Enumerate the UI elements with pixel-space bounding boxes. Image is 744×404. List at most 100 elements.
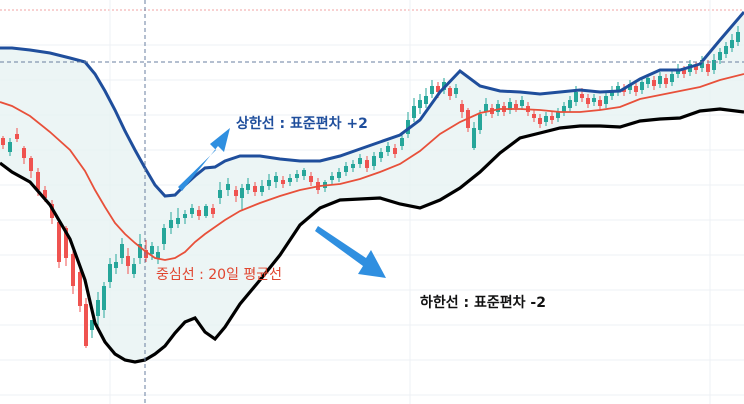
candle-body (604, 96, 608, 104)
candle-body (78, 272, 82, 306)
candle-body (418, 100, 422, 108)
candle-body (84, 304, 88, 346)
candle-body (682, 70, 686, 74)
candle-body (309, 176, 313, 182)
candle-body (344, 166, 348, 172)
candle-body (190, 208, 194, 214)
candle-body (71, 254, 75, 286)
candle-body (150, 246, 154, 254)
candle-body (114, 262, 118, 268)
candle-body (700, 60, 704, 68)
candle-body (496, 104, 500, 112)
candle-body (253, 186, 257, 192)
candle-body (393, 148, 397, 154)
arrow-to-upper-band (178, 128, 230, 191)
candle-body (478, 114, 482, 130)
candle-body (550, 116, 554, 120)
candle-body (634, 86, 638, 92)
candle-body (658, 76, 662, 84)
middle-band-line (0, 73, 744, 261)
candle-body (90, 320, 94, 330)
candle-body (132, 264, 136, 274)
candle-body (706, 64, 710, 72)
candle-body (22, 148, 26, 158)
candle-body (472, 128, 476, 148)
candle-body (365, 160, 369, 168)
candle-body (556, 112, 560, 118)
candle-body (520, 100, 524, 106)
candle-body (386, 146, 390, 152)
candle-body (15, 134, 19, 139)
candle-body (508, 102, 512, 110)
candle-body (302, 170, 306, 176)
candle-body (454, 88, 458, 94)
upper-band-annotation: 상한선 : 표준편차 +2 (236, 116, 368, 132)
candle-body (628, 84, 632, 90)
candle-body (430, 86, 434, 94)
candle-body (574, 92, 578, 102)
candle-body (96, 300, 100, 316)
candle-body (406, 120, 410, 134)
candle-body (176, 218, 180, 224)
candle-body (712, 60, 716, 70)
candle-body (120, 244, 124, 258)
candle-body (36, 172, 40, 190)
candle-body (538, 118, 542, 124)
candle-body (281, 180, 285, 184)
candle-body (351, 164, 355, 168)
candle-body (288, 178, 292, 182)
lower-band-line (0, 107, 744, 364)
candle-body (337, 172, 341, 178)
candle-body (736, 32, 740, 42)
candle-body (8, 142, 12, 152)
candle-body (694, 66, 698, 70)
candle-body (64, 228, 68, 258)
candle-body (730, 40, 734, 48)
candle-body (126, 256, 130, 266)
candle-body (580, 94, 584, 98)
candle-body (646, 78, 650, 84)
candle-body (234, 190, 238, 196)
candle-body (400, 138, 404, 146)
candle-body (448, 88, 452, 96)
candle-body (592, 98, 596, 102)
candle-body (246, 184, 250, 190)
candle-body (260, 186, 264, 192)
candle-body (640, 82, 644, 90)
candle-body (29, 158, 33, 171)
candle-body (138, 244, 142, 258)
candle-body (718, 52, 722, 60)
candle-body (724, 46, 728, 54)
candle-body (102, 286, 106, 310)
candle-body (568, 100, 572, 108)
candle-body (664, 78, 668, 84)
candle-body (424, 96, 428, 104)
upper-band-line (0, 11, 744, 198)
candle-body (652, 80, 656, 86)
candle-body (43, 190, 47, 198)
candle-body (108, 264, 112, 282)
candle-body (544, 116, 548, 122)
candle-body (183, 214, 187, 218)
candle-body (670, 74, 674, 82)
candle-body (532, 114, 536, 118)
candle-body (610, 90, 614, 96)
candle-body (162, 228, 166, 244)
candle-body (1, 138, 5, 145)
band-fill-area (0, 12, 744, 362)
candle-body (484, 104, 488, 112)
candle-body (372, 156, 376, 166)
candle-body (226, 184, 230, 190)
candle-body (144, 250, 148, 258)
candle-body (274, 176, 278, 182)
candle-body (267, 180, 271, 186)
candle-body (295, 174, 299, 178)
candle-body (211, 208, 215, 214)
candle-body (330, 176, 334, 180)
candle-body (218, 190, 222, 198)
candle-body (156, 252, 160, 258)
candle-body (169, 220, 173, 228)
candle-body (197, 210, 201, 216)
candle-body (57, 222, 61, 262)
